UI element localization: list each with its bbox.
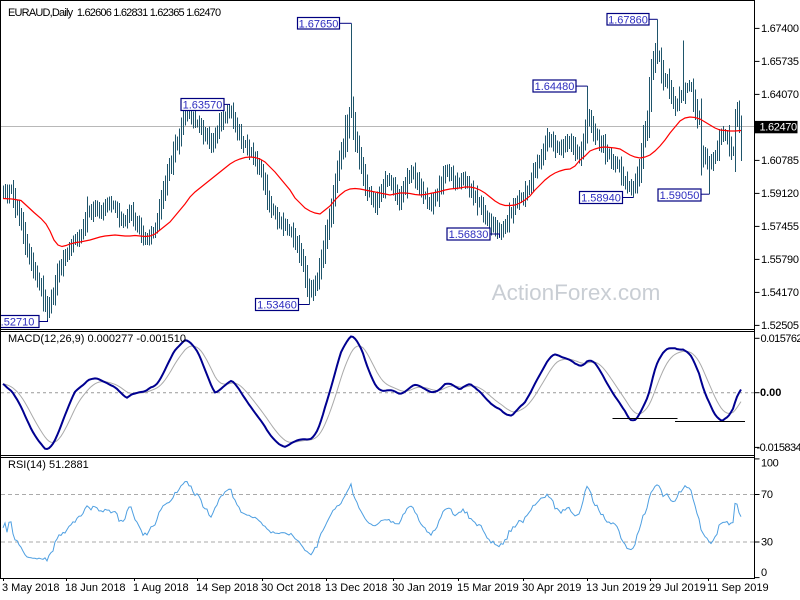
- svg-text:1.59120: 1.59120: [761, 188, 799, 200]
- svg-text:1.65735: 1.65735: [761, 56, 799, 68]
- svg-text:30 Apr 2019: 30 Apr 2019: [522, 582, 581, 594]
- svg-text:30: 30: [761, 537, 773, 549]
- svg-text:1.67860: 1.67860: [608, 14, 648, 26]
- svg-text:-0.015834: -0.015834: [757, 442, 800, 454]
- svg-text:15 Mar 2019: 15 Mar 2019: [457, 582, 519, 594]
- svg-text:30 Oct 2018: 30 Oct 2018: [261, 582, 321, 594]
- svg-text:100: 100: [761, 458, 779, 470]
- svg-text:.52710: .52710: [1, 317, 35, 329]
- svg-text:1.67400: 1.67400: [761, 23, 799, 35]
- svg-text:14 Sep 2018: 14 Sep 2018: [196, 582, 258, 594]
- svg-text:1.60785: 1.60785: [761, 155, 799, 167]
- svg-text:RSI(14) 51.2881: RSI(14) 51.2881: [8, 459, 89, 471]
- svg-text:18 Jun 2018: 18 Jun 2018: [65, 582, 126, 594]
- svg-text:1.56830: 1.56830: [449, 229, 489, 241]
- svg-text:30 Jan 2019: 30 Jan 2019: [392, 582, 453, 594]
- svg-text:1 Aug 2018: 1 Aug 2018: [133, 582, 189, 594]
- svg-text:1.59050: 1.59050: [660, 190, 700, 202]
- svg-text:MACD(12,26,9) 0.000277 -0.0015: MACD(12,26,9) 0.000277 -0.001510: [8, 333, 186, 345]
- svg-text:11 Sep 2019: 11 Sep 2019: [707, 582, 769, 594]
- svg-text:13 Jun 2019: 13 Jun 2019: [586, 582, 647, 594]
- svg-text:1.53460: 1.53460: [257, 300, 297, 312]
- svg-text:70: 70: [761, 489, 773, 501]
- svg-text:ActionForex.com: ActionForex.com: [492, 280, 661, 305]
- svg-text:13 Dec 2018: 13 Dec 2018: [325, 582, 387, 594]
- svg-text:EURAUD,Daily 1.62606 1.62831: EURAUD,Daily 1.62606 1.62831 1.62365 1.6…: [8, 7, 221, 19]
- svg-text:1.57455: 1.57455: [761, 221, 799, 233]
- svg-text:29 Jul 2019: 29 Jul 2019: [649, 582, 706, 594]
- svg-text:0.015762: 0.015762: [761, 333, 800, 345]
- svg-text:3 May 2018: 3 May 2018: [2, 582, 59, 594]
- svg-text:1.55790: 1.55790: [761, 254, 799, 266]
- svg-text:1.52505: 1.52505: [761, 320, 799, 332]
- svg-text:1.64480: 1.64480: [535, 81, 575, 93]
- svg-text:0: 0: [761, 567, 767, 579]
- svg-text:1.67650: 1.67650: [299, 18, 339, 30]
- svg-text:1.64070: 1.64070: [761, 89, 799, 101]
- svg-text:1.62470: 1.62470: [760, 121, 798, 133]
- svg-text:1.58940: 1.58940: [581, 193, 621, 205]
- svg-text:0.00: 0.00: [760, 387, 781, 399]
- svg-text:1.54170: 1.54170: [761, 287, 799, 299]
- svg-text:1.63570: 1.63570: [183, 100, 223, 112]
